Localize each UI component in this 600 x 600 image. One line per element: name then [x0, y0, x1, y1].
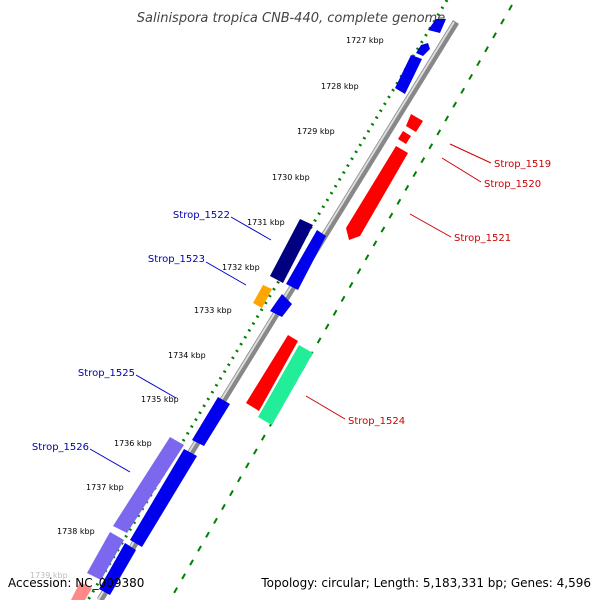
gene-label-strop-1522[interactable]: Strop_1522: [173, 210, 230, 221]
gene-label-strop-1526[interactable]: Strop_1526: [32, 442, 89, 453]
gene-arrow[interactable]: [406, 114, 423, 132]
gene-label-strop-1520[interactable]: Strop_1520: [484, 179, 541, 190]
gene-arrow[interactable]: [346, 146, 408, 240]
leader-line: [135, 374, 177, 399]
gene-arrow[interactable]: [130, 449, 197, 547]
gene-arrow[interactable]: [113, 437, 184, 533]
outer-tick-ring-right: [169, 4, 513, 600]
genome-summary-text: Topology: circular; Length: 5,183,331 bp…: [260, 576, 591, 590]
gene-label-strop-1524[interactable]: Strop_1524: [348, 416, 405, 427]
kbp-label: 1727 kbp: [346, 36, 384, 45]
gene-arrow[interactable]: [99, 543, 136, 595]
gene-label-strop-1523[interactable]: Strop_1523: [148, 254, 205, 265]
kbp-label: 1728 kbp: [321, 82, 359, 91]
gene-arrow[interactable]: [270, 294, 292, 317]
gene-arrow[interactable]: [246, 335, 298, 411]
leader-line: [441, 157, 482, 183]
kbp-scale: 1727 kbp 1728 kbp 1729 kbp 1730 kbp 1731…: [30, 36, 384, 580]
gene-label-strop-1519[interactable]: Strop_1519: [494, 159, 551, 170]
kbp-label: 1734 kbp: [168, 351, 206, 360]
kbp-label: 1739 kbp: [30, 571, 68, 580]
gene-arrow[interactable]: [71, 582, 92, 600]
leader-line: [409, 213, 452, 238]
map-title: Salinispora tropica CNB-440, complete ge…: [137, 11, 445, 26]
kbp-label: 1738 kbp: [57, 527, 95, 536]
gene-label-strop-1525[interactable]: Strop_1525: [78, 368, 135, 379]
leader-line: [230, 216, 272, 241]
kbp-label: 1735 kbp: [141, 395, 179, 404]
kbp-label: 1729 kbp: [297, 127, 335, 136]
reverse-strand-genes: [246, 114, 423, 425]
gene-label-strop-1521[interactable]: Strop_1521: [454, 233, 511, 244]
leader-line: [89, 448, 131, 473]
gene-arrow[interactable]: [395, 55, 422, 94]
reverse-gene-labels: Strop_1519 Strop_1520 Strop_1521 Strop_1…: [305, 143, 551, 427]
forward-strand-genes: [71, 19, 446, 600]
kbp-label: 1732 kbp: [222, 263, 260, 272]
gene-arrow[interactable]: [87, 532, 124, 580]
forward-gene-labels: Strop_1522 Strop_1523 Strop_1525 Strop_1…: [32, 210, 272, 473]
gene-arrow[interactable]: [192, 397, 230, 446]
leader-line: [305, 395, 346, 420]
gene-arrow[interactable]: [286, 230, 326, 290]
accession-text: Accession: NC_009380: [8, 576, 144, 590]
kbp-label: 1736 kbp: [114, 439, 152, 448]
gene-arrow[interactable]: [428, 19, 446, 33]
kbp-label: 1737 kbp: [86, 483, 124, 492]
kbp-label: 1731 kbp: [247, 218, 285, 227]
kbp-label: 1730 kbp: [272, 173, 310, 182]
kbp-label: 1733 kbp: [194, 306, 232, 315]
gene-arrow[interactable]: [253, 285, 272, 308]
gene-arrow[interactable]: [270, 219, 313, 283]
leader-line: [205, 261, 247, 286]
gene-arrow[interactable]: [416, 43, 430, 56]
gene-arrow[interactable]: [398, 131, 411, 144]
gene-arrow[interactable]: [258, 345, 313, 425]
leader-line: [449, 143, 492, 164]
